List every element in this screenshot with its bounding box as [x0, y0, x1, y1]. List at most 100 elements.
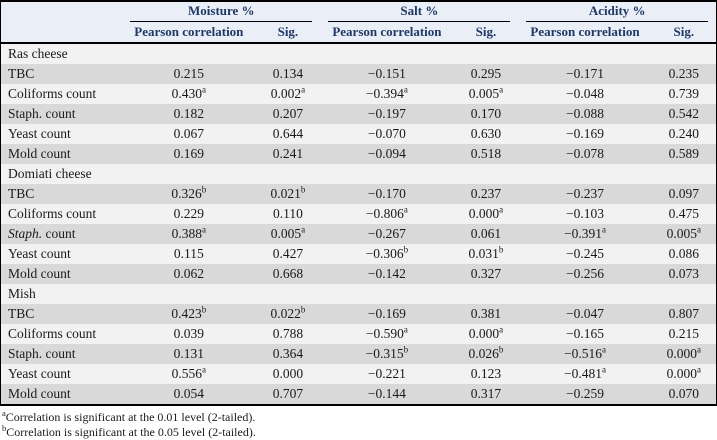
- row-label: TBC: [0, 304, 123, 324]
- cell-value: −0.267: [320, 224, 454, 244]
- table-row: Mold count 0.054 0.707 −0.144 0.317 −0.259 0.0…: [0, 384, 717, 405]
- footnote-b: bCorrelation is significant at the 0.05 …: [2, 423, 717, 440]
- cell-value: 0.295: [453, 64, 519, 84]
- cell-value: 0.240: [651, 124, 717, 144]
- cell-value: 0.707: [255, 384, 321, 405]
- cell-value: 0.388a: [122, 224, 256, 244]
- cell-value: −0.237: [518, 184, 652, 204]
- cell-value: 0.542: [651, 104, 717, 124]
- cell-value: 0.788: [255, 324, 321, 344]
- column-group-acidity-label: Acidity %: [526, 2, 708, 22]
- footnotes: aCorrelation is significant at the 0.01 …: [0, 406, 717, 440]
- row-label: TBC: [0, 184, 123, 204]
- cell-value: 0.630: [453, 124, 519, 144]
- cell-value: 0.054: [122, 384, 256, 405]
- table-row: TBC 0.326b 0.021b −0.170 0.237 −0.237 0.097: [0, 184, 717, 204]
- cell-value: −0.165: [518, 324, 652, 344]
- correlation-table: Moisture % Salt % Acidity % Pearson corr…: [0, 0, 717, 406]
- row-label: Coliforms count: [0, 204, 123, 224]
- footnote-a-text: Correlation is significant at the 0.01 l…: [5, 410, 256, 424]
- cell-value: 0.134: [255, 64, 321, 84]
- header-empty-cell: [0, 1, 123, 22]
- column-header-sig-moisture: Sig.: [255, 22, 321, 44]
- cell-value: −0.197: [320, 104, 454, 124]
- cell-value: 0.031b: [453, 244, 519, 264]
- footnote-b-marker: b: [2, 423, 7, 433]
- table-row: TBC 0.423b 0.022b −0.169 0.381 −0.047 0.807: [0, 304, 717, 324]
- cell-value: 0.807: [651, 304, 717, 324]
- cell-value: 0.005a: [453, 84, 519, 104]
- cell-value: 0.086: [651, 244, 717, 264]
- cell-value: 0.070: [651, 384, 717, 405]
- cell-value: 0.123: [453, 364, 519, 384]
- cell-value: 0.000a: [651, 344, 717, 364]
- cell-value: 0.169: [122, 144, 256, 164]
- cell-value: −0.094: [320, 144, 454, 164]
- cell-value: −0.306b: [320, 244, 454, 264]
- cell-value: −0.259: [518, 384, 652, 405]
- cell-value: −0.142: [320, 264, 454, 284]
- cell-value: 0.021b: [255, 184, 321, 204]
- section-header-row: Mish: [0, 284, 717, 304]
- cell-value: 0.062: [122, 264, 256, 284]
- cell-value: 0.475: [651, 204, 717, 224]
- cell-value: −0.394a: [320, 84, 454, 104]
- cell-value: 0.668: [255, 264, 321, 284]
- cell-value: 0.067: [122, 124, 256, 144]
- cell-value: −0.245: [518, 244, 652, 264]
- cell-value: −0.144: [320, 384, 454, 405]
- cell-value: −0.169: [518, 124, 652, 144]
- cell-value: 0.229: [122, 204, 256, 224]
- table-row: Yeast count 0.115 0.427 −0.306b 0.031b −0.245…: [0, 244, 717, 264]
- cell-value: 0.073: [651, 264, 717, 284]
- cell-value: −0.516a: [518, 344, 652, 364]
- footnote-b-text: Correlation is significant at the 0.05 l…: [6, 425, 256, 439]
- cell-value: 0.235: [651, 64, 717, 84]
- row-label: Staph. count: [0, 104, 123, 124]
- cell-value: 0.381: [453, 304, 519, 324]
- cell-value: −0.806a: [320, 204, 454, 224]
- column-group-salt-label: Salt %: [328, 2, 511, 22]
- table-row: Mold count 0.169 0.241 −0.094 0.518 −0.078 0.5…: [0, 144, 717, 164]
- cell-value: 0.589: [651, 144, 717, 164]
- cell-value: −0.221: [320, 364, 454, 384]
- cell-value: −0.070: [320, 124, 454, 144]
- cell-value: 0.000a: [651, 364, 717, 384]
- column-header-sig-salt: Sig.: [453, 22, 519, 44]
- cell-value: −0.170: [320, 184, 454, 204]
- cell-value: −0.103: [518, 204, 652, 224]
- row-label: Coliforms count: [0, 324, 123, 344]
- column-group-acidity: Acidity %: [518, 1, 717, 22]
- cell-value: 0.005a: [255, 224, 321, 244]
- cell-value: 0.000a: [453, 324, 519, 344]
- cell-value: 0.170: [453, 104, 519, 124]
- table-row: Coliforms count 0.430a 0.002a −0.394a 0.005a…: [0, 84, 717, 104]
- column-header-pearson-salt: Pearson correlation: [320, 22, 454, 44]
- cell-value: 0.131: [122, 344, 256, 364]
- cell-value: −0.171: [518, 64, 652, 84]
- cell-value: 0.430a: [122, 84, 256, 104]
- cell-value: 0.518: [453, 144, 519, 164]
- cell-value: 0.427: [255, 244, 321, 264]
- column-group-moisture: Moisture %: [122, 1, 321, 22]
- cell-value: 0.207: [255, 104, 321, 124]
- cell-value: −0.481a: [518, 364, 652, 384]
- column-group-salt: Salt %: [320, 1, 519, 22]
- cell-value: 0.423b: [122, 304, 256, 324]
- cell-value: 0.241: [255, 144, 321, 164]
- table-row: Yeast count 0.556a 0.000 −0.221 0.123 −0.481a…: [0, 364, 717, 384]
- row-label: Yeast count: [0, 364, 123, 384]
- table-row: Coliforms count 0.039 0.788 −0.590a 0.000a −0…: [0, 324, 717, 344]
- row-label: Mold count: [0, 144, 123, 164]
- cell-value: 0.061: [453, 224, 519, 244]
- row-label: Yeast count: [0, 124, 123, 144]
- cell-value: −0.048: [518, 84, 652, 104]
- cell-value: −0.078: [518, 144, 652, 164]
- cell-value: 0.326b: [122, 184, 256, 204]
- cell-value: −0.590a: [320, 324, 454, 344]
- cell-value: 0.110: [255, 204, 321, 224]
- cell-value: 0.005a: [651, 224, 717, 244]
- cell-value: 0.215: [122, 64, 256, 84]
- table-row: Coliforms count 0.229 0.110 −0.806a 0.000a −0…: [0, 204, 717, 224]
- cell-value: −0.391a: [518, 224, 652, 244]
